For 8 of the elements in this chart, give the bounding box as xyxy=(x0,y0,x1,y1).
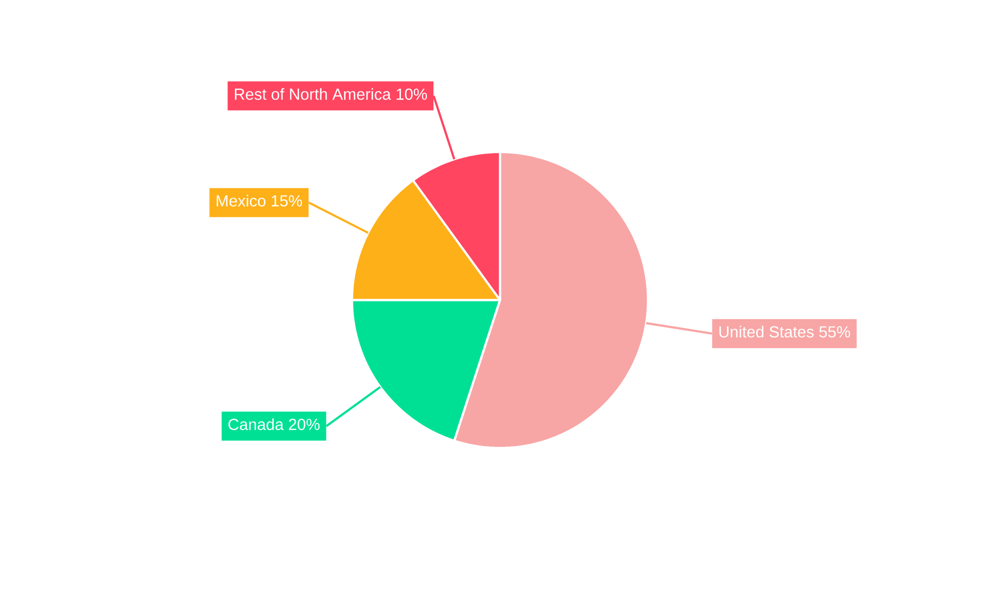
data-label: 55% xyxy=(819,326,850,338)
data-label: 10% xyxy=(396,88,427,100)
slice-label: United States xyxy=(719,326,814,338)
slice-label: Rest of North America xyxy=(234,88,391,100)
slice-label: Canada xyxy=(228,418,284,430)
data-label: 20% xyxy=(288,418,320,430)
data-label: 15% xyxy=(272,195,302,207)
slice-label: Mexico xyxy=(216,194,266,207)
